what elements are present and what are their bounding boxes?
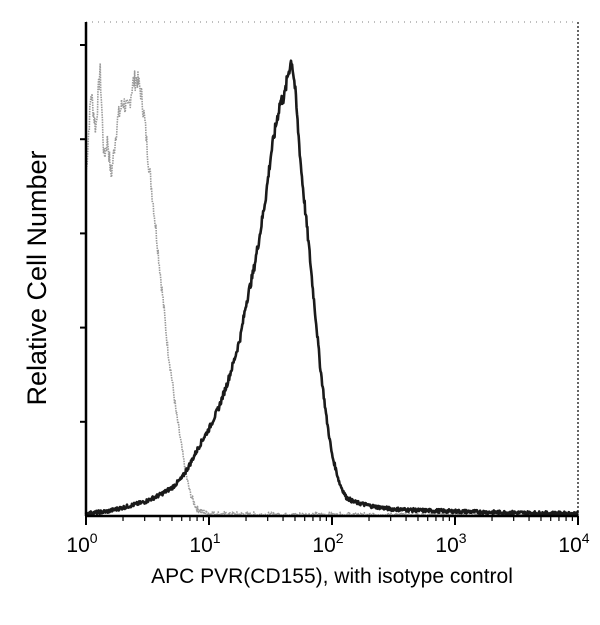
cd155-series-line	[84, 59, 580, 517]
x-tick-label: 100	[66, 530, 97, 557]
x-tick-label: 101	[189, 530, 220, 557]
x-axis-title: APC PVR(CD155), with isotype control	[151, 565, 513, 588]
y-axis-title: Relative Cell Number	[22, 150, 52, 405]
x-tick-label: 104	[558, 530, 589, 557]
x-tick-label: 103	[435, 530, 466, 557]
series-layer	[84, 59, 580, 517]
axes-layer: 100 101 102 103 104	[66, 21, 590, 557]
x-tick-label: 102	[312, 530, 343, 557]
